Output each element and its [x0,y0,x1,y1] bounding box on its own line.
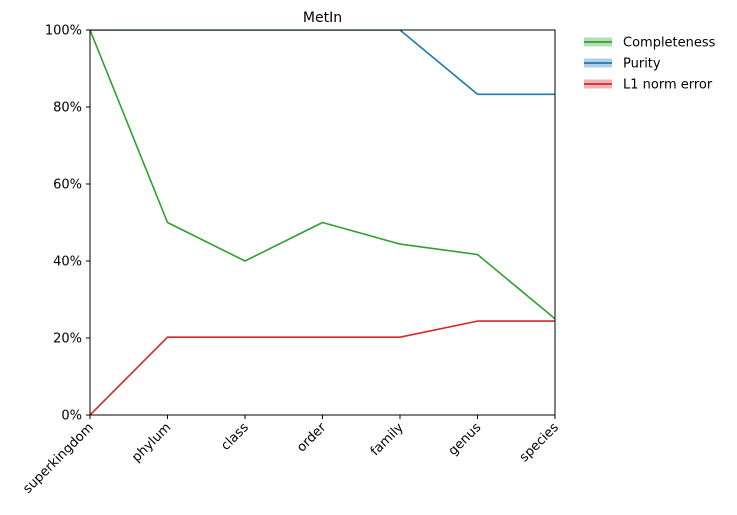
x-tick-label: class [218,420,252,454]
y-tick-label: 60% [53,178,82,193]
x-tick-label: phylum [129,420,174,465]
y-tick-label: 80% [53,101,82,116]
series-line-completeness [90,30,555,320]
x-tick-label: species [517,420,562,465]
x-axis: superkingdom phylum class order family genus s… [20,415,562,497]
x-tick-label: order [294,420,330,456]
x-tick-label: superkingdom [20,420,96,496]
y-tick-label: 20% [53,332,82,347]
legend-item-purity: Purity [584,57,661,72]
series-line-l1-norm-error [90,320,555,415]
legend-item-completeness: Completeness [584,36,716,51]
legend-item-l1-norm-error: L1 norm error [584,78,713,93]
legend-label: L1 norm error [623,78,713,93]
y-tick-label: 0% [61,409,82,424]
series-line-purity [90,30,555,96]
chart-title: MetIn [303,10,342,26]
legend-label: Completeness [623,36,716,51]
x-tick-label: genus [446,420,485,459]
y-tick-label: 100% [45,24,82,39]
x-tick-label: family [368,420,407,459]
series-layer [90,30,555,415]
y-tick-label: 40% [53,255,82,270]
y-axis: 0% 20% 40% 60% 80% 100% [45,24,90,424]
legend-label: Purity [623,57,661,72]
legend: Completeness Purity L1 norm error [584,36,716,93]
